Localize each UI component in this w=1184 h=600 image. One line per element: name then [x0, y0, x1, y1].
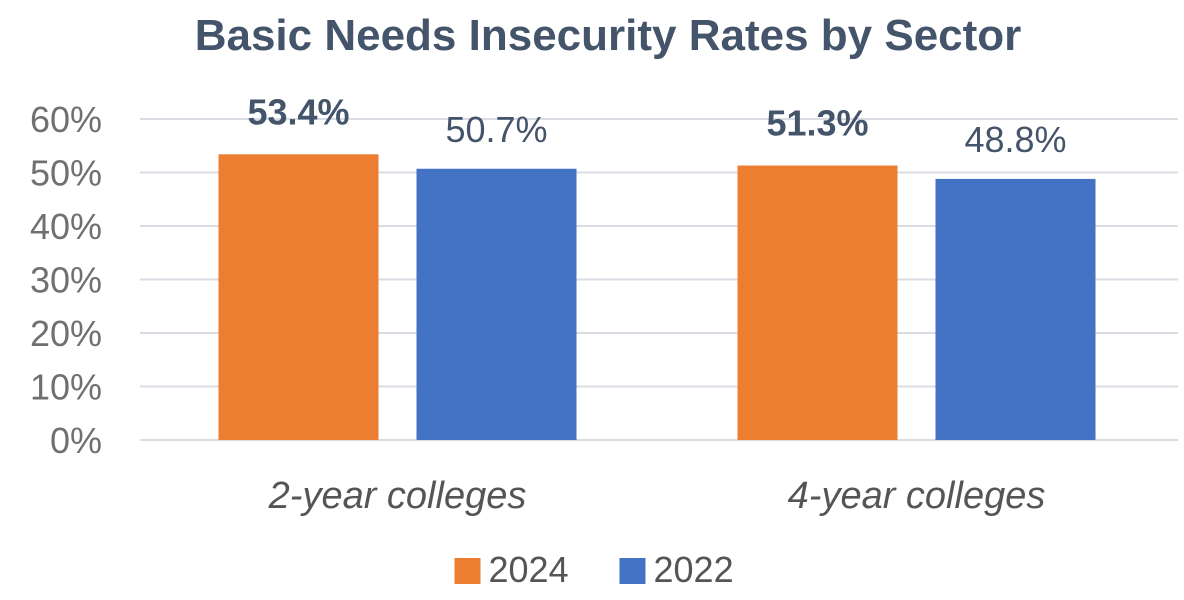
- legend-swatch-2024: [454, 558, 481, 584]
- bar-2022-2: [935, 178, 1096, 441]
- legend: 2024 2022: [454, 549, 734, 590]
- data-label: 53.4%: [247, 91, 349, 132]
- data-label: 51.3%: [766, 103, 868, 144]
- bar-2024-1: [218, 154, 379, 440]
- bar-2022-1: [416, 168, 577, 440]
- y-tick-label: 40%: [30, 206, 102, 247]
- chart-title: Basic Needs Insecurity Rates by Sector: [195, 11, 1022, 60]
- legend-label: 2022: [654, 549, 734, 590]
- y-tick-label: 0%: [50, 420, 102, 461]
- data-labels: 53.4% 50.7% 51.3% 48.8%: [247, 91, 1066, 160]
- legend-swatch-2022: [619, 558, 646, 584]
- y-tick-label: 60%: [30, 99, 102, 140]
- data-label: 50.7%: [445, 109, 547, 150]
- y-tick-label: 10%: [30, 367, 102, 408]
- y-tick-label: 30%: [30, 260, 102, 301]
- x-category-label: 2-year colleges: [268, 475, 527, 517]
- y-tick-label: 50%: [30, 153, 102, 194]
- bar-2024-2: [737, 165, 898, 441]
- data-label: 48.8%: [964, 119, 1066, 160]
- x-axis-categories: 2-year colleges 4-year colleges: [268, 475, 1046, 517]
- bars: [218, 154, 1096, 441]
- x-category-label: 4-year colleges: [788, 475, 1046, 517]
- legend-label: 2024: [489, 549, 569, 590]
- y-axis-ticks: 0% 10% 20% 30% 40% 50% 60%: [30, 99, 102, 461]
- y-tick-label: 20%: [30, 313, 102, 354]
